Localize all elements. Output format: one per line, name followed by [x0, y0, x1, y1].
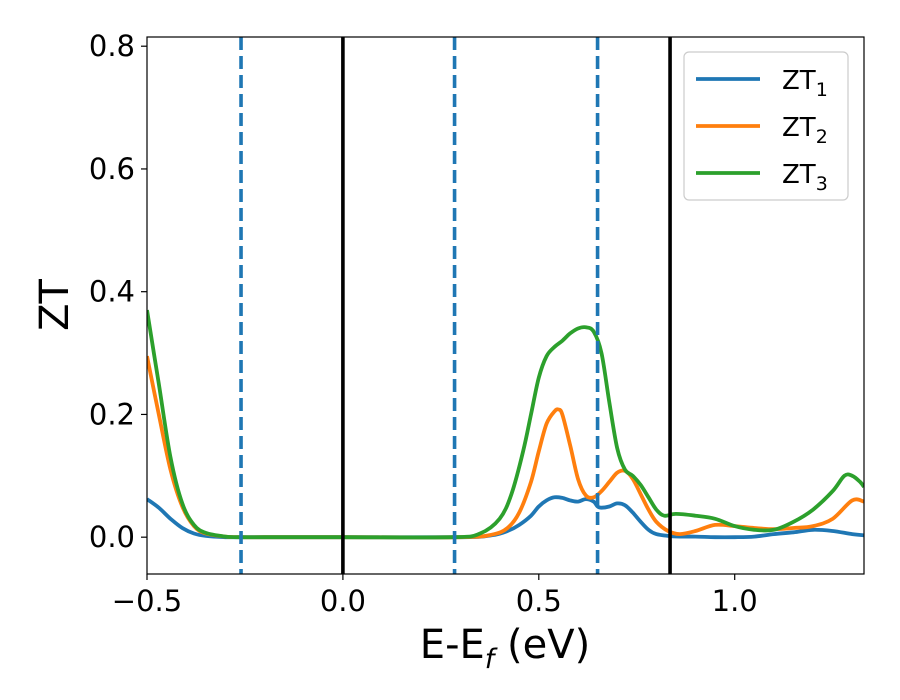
- y-axis-label: ZT: [32, 279, 78, 331]
- y-tick-label: 0.6: [89, 152, 135, 186]
- y-tick-label: 0.8: [89, 29, 135, 63]
- x-tick-label: 1.0: [712, 584, 758, 618]
- plot-area: [147, 309, 864, 540]
- legend-label-zt2: ZT2: [782, 113, 828, 148]
- y-tick-label: 0.0: [89, 520, 135, 554]
- vertical-reference-lines: [239, 37, 672, 574]
- x-tick-label: −0.5: [112, 584, 182, 618]
- legend-label-zt3: ZT3: [782, 160, 828, 195]
- x-axis-label: E-Ef (eV): [420, 622, 590, 675]
- y-tick-label: 0.4: [89, 275, 135, 309]
- plot-frame: [146, 36, 865, 575]
- y-tick-label: 0.2: [89, 397, 135, 431]
- legend: ZT1 ZT2 ZT3: [683, 51, 849, 201]
- series-line-zt3: [147, 309, 864, 540]
- legend-label-zt1: ZT1: [782, 66, 828, 101]
- x-tick-label: 0.5: [516, 584, 562, 618]
- x-tick-label: 0.0: [320, 584, 366, 618]
- axis-ticks: −0.5 0.0 0.5 1.0 0.0 0.2 0.4 0.6 0.8: [89, 29, 758, 618]
- legend-box: [683, 51, 849, 201]
